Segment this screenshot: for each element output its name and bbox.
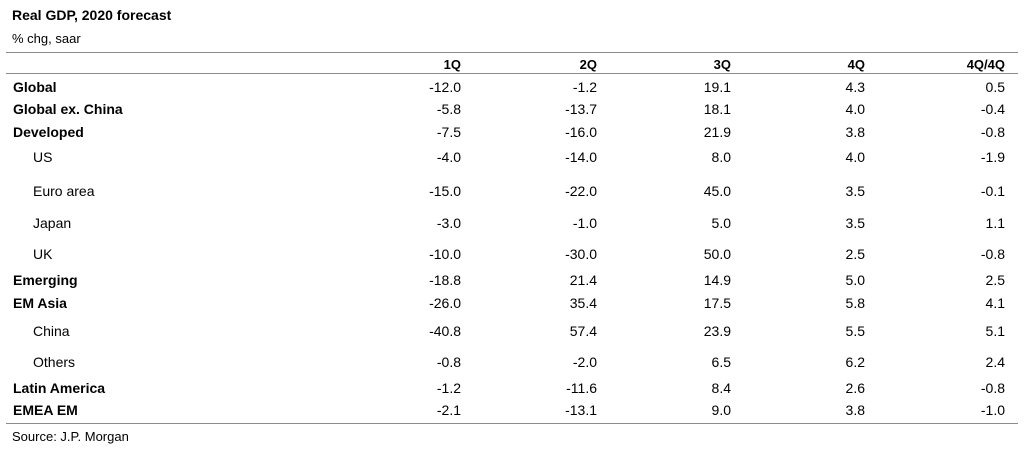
table-cell: -12.0: [429, 79, 461, 95]
row-label: Emerging: [13, 272, 78, 288]
column-header: 3Q: [713, 57, 731, 72]
table-cell: 3.5: [845, 215, 865, 231]
table-cell: -0.4: [980, 101, 1005, 117]
table-cell: -26.0: [429, 295, 461, 311]
table-cell: -22.0: [565, 183, 597, 199]
table-cell: 6.5: [711, 354, 731, 370]
top-rule: [6, 52, 1018, 53]
table-cell: 9.0: [711, 402, 731, 418]
table-cell: -30.0: [565, 246, 597, 262]
table-cell: -10.0: [429, 246, 461, 262]
table-cell: 50.0: [703, 246, 731, 262]
table-cell: 6.2: [845, 354, 865, 370]
table-cell: 4.1: [985, 295, 1005, 311]
table-cell: 8.4: [711, 380, 731, 396]
table-cell: 5.0: [711, 215, 731, 231]
table-cell: -0.8: [980, 246, 1005, 262]
row-label: Others: [33, 354, 76, 370]
table-cell: -0.8: [980, 124, 1005, 140]
table-cell: -2.0: [572, 354, 597, 370]
table-cell: -40.8: [429, 323, 461, 339]
table-cell: -1.2: [436, 380, 461, 396]
table-cell: 2.4: [985, 354, 1005, 370]
table-cell: -5.8: [436, 101, 461, 117]
table-cell: 21.4: [569, 272, 597, 288]
source-note: Source: J.P. Morgan: [12, 429, 129, 444]
table-cell: 4.0: [845, 149, 865, 165]
table-cell: -18.8: [429, 272, 461, 288]
column-header: 4Q: [847, 57, 865, 72]
table-cell: -11.6: [566, 380, 597, 396]
table-cell: 14.9: [703, 272, 731, 288]
table-title: Real GDP, 2020 forecast: [12, 7, 172, 23]
table-cell: 5.8: [845, 295, 865, 311]
table-cell: -0.8: [980, 380, 1005, 396]
table-cell: 2.5: [845, 246, 865, 262]
table-cell: -1.0: [980, 402, 1005, 418]
row-label: Global: [13, 79, 57, 95]
table-cell: -13.7: [565, 101, 597, 117]
row-label: Euro area: [33, 183, 95, 199]
row-label: China: [33, 323, 70, 339]
bottom-rule: [6, 423, 1018, 424]
table-cell: -1.9: [980, 149, 1005, 165]
row-label: Developed: [13, 124, 84, 140]
column-header: 4Q/4Q: [966, 57, 1005, 72]
table-cell: 19.1: [703, 79, 731, 95]
table-cell: 4.0: [845, 101, 865, 117]
table-cell: -14.0: [565, 149, 597, 165]
table-cell: -13.1: [565, 402, 597, 418]
table-cell: 2.6: [845, 380, 865, 396]
table-cell: 3.8: [845, 124, 865, 140]
row-label: Global ex. China: [13, 101, 123, 117]
table-subtitle: % chg, saar: [12, 31, 81, 46]
table-cell: 3.5: [845, 183, 865, 199]
table-cell: 1.1: [985, 215, 1005, 231]
table-cell: -16.0: [565, 124, 597, 140]
table-cell: -7.5: [436, 124, 461, 140]
table-cell: -1.2: [572, 79, 597, 95]
row-label: US: [33, 149, 53, 165]
table-cell: -1.0: [572, 215, 597, 231]
row-label: Latin America: [13, 380, 106, 396]
table-cell: -15.0: [429, 183, 461, 199]
table-cell: 23.9: [703, 323, 731, 339]
header-rule: [6, 73, 1018, 74]
table-cell: -3.0: [436, 215, 461, 231]
table-cell: 4.3: [845, 79, 865, 95]
table-cell: 18.1: [703, 101, 731, 117]
column-header: 1Q: [443, 57, 461, 72]
table-cell: 57.4: [569, 323, 597, 339]
table-cell: 17.5: [703, 295, 731, 311]
row-label: Japan: [33, 215, 72, 231]
table-cell: -4.0: [436, 149, 461, 165]
row-label: UK: [33, 246, 53, 262]
table-cell: 2.5: [985, 272, 1005, 288]
table-cell: 5.5: [845, 323, 865, 339]
table-cell: -0.8: [436, 354, 461, 370]
table-cell: 5.1: [985, 323, 1005, 339]
table-cell: 8.0: [711, 149, 731, 165]
table-cell: 45.0: [703, 183, 731, 199]
table-cell: -2.1: [436, 402, 461, 418]
row-label: EMEA EM: [13, 402, 78, 418]
table-cell: 21.9: [703, 124, 731, 140]
column-header: 2Q: [579, 57, 597, 72]
table-cell: 0.5: [985, 79, 1005, 95]
table-cell: 5.0: [845, 272, 865, 288]
row-label: EM Asia: [13, 295, 67, 311]
table-cell: -0.1: [980, 183, 1005, 199]
table-cell: 35.4: [569, 295, 597, 311]
table-cell: 3.8: [845, 402, 865, 418]
